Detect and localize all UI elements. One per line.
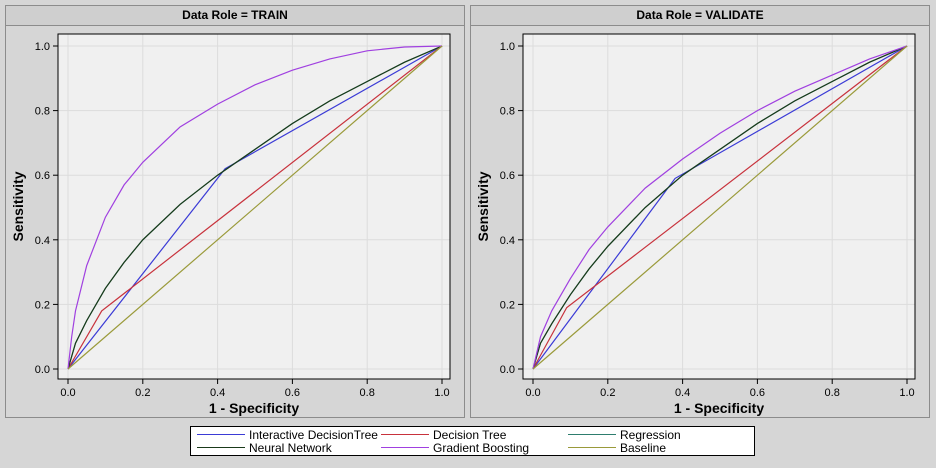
legend-swatch <box>197 434 245 436</box>
series-line-gradient-boosting <box>67 45 443 370</box>
train-panel-title: Data Role = TRAIN <box>6 6 464 26</box>
series-line-baseline <box>532 45 908 370</box>
series-line-neural-network <box>67 45 443 370</box>
validate-panel-title: Data Role = VALIDATE <box>471 6 929 26</box>
legend-label: Neural Network <box>249 441 332 455</box>
x-tick-label: 0.4 <box>675 387 690 399</box>
y-axis-label: Sensitivity <box>10 171 26 241</box>
series-line-interactive-decisiontree <box>67 45 443 370</box>
series-line-decision-tree <box>67 45 443 370</box>
chart-legend: Interactive DecisionTree Decision Tree R… <box>190 426 755 456</box>
x-tick-label: 0.2 <box>600 387 615 399</box>
y-tick-label: 0.6 <box>35 170 50 182</box>
y-tick-label: 0.0 <box>35 364 50 376</box>
y-tick-label: 0.8 <box>35 106 50 118</box>
x-axis-label: 1 - Specificity <box>674 400 764 416</box>
series-line-gradient-boosting <box>532 45 908 370</box>
series-line-neural-network <box>532 45 908 370</box>
legend-item-baseline: Baseline <box>568 442 666 455</box>
x-tick-label: 0.8 <box>360 387 375 399</box>
legend-label: Baseline <box>620 441 667 455</box>
validate-panel: Data Role = VALIDATE 0.0 0.2 0.4 0.6 0.8 1.0 0… <box>470 5 930 418</box>
legend-item-decision-tree: Decision Tree <box>381 429 506 442</box>
y-tick-label: 0.8 <box>500 106 515 118</box>
legend-item-gradient-boosting: Gradient Boosting <box>381 442 529 455</box>
x-tick-label: 1.0 <box>434 387 449 399</box>
y-tick-label: 0.4 <box>35 235 50 247</box>
x-tick-label: 0.0 <box>60 387 75 399</box>
legend-swatch <box>568 447 616 449</box>
y-tick-label: 0.0 <box>500 364 515 376</box>
legend-swatch <box>381 447 429 449</box>
series-line-interactive-decisiontree <box>532 45 908 370</box>
x-tick-label: 0.8 <box>825 387 840 399</box>
y-tick-label: 0.2 <box>500 299 515 311</box>
x-tick-label: 0.0 <box>525 387 540 399</box>
x-tick-label: 0.6 <box>750 387 765 399</box>
legend-label: Decision Tree <box>433 428 507 442</box>
train-roc-chart: 0.0 0.2 0.4 0.6 0.8 1.0 0.0 0.2 0.4 0.6 0.8 1.0 1 - … <box>10 33 451 416</box>
y-tick-label: 1.0 <box>35 41 50 53</box>
x-tick-label: 0.2 <box>135 387 150 399</box>
legend-item-interactive-decisiontree: Interactive DecisionTree <box>197 429 378 442</box>
legend-label: Gradient Boosting <box>433 441 530 455</box>
x-axis-label: 1 - Specificity <box>209 400 299 416</box>
validate-roc-chart: 0.0 0.2 0.4 0.6 0.8 1.0 0.0 0.2 0.4 0.6 0.8 1.0 1 - … <box>475 33 916 416</box>
train-panel: Data Role = TRAIN 0.0 0.2 0.4 0.6 0.8 1.0 0.0 0… <box>5 5 465 418</box>
x-tick-label: 0.6 <box>285 387 300 399</box>
legend-label: Interactive DecisionTree <box>249 428 378 442</box>
series-line-baseline <box>67 45 443 370</box>
x-tick-label: 0.4 <box>210 387 225 399</box>
legend-label: Regression <box>620 428 681 442</box>
series-line-decision-tree <box>532 45 908 370</box>
y-tick-label: 0.4 <box>500 235 515 247</box>
legend-swatch <box>197 447 245 449</box>
legend-item-regression: Regression <box>568 429 681 442</box>
y-tick-label: 0.2 <box>35 299 50 311</box>
plot-border <box>522 33 916 380</box>
x-tick-label: 1.0 <box>899 387 914 399</box>
y-axis-label: Sensitivity <box>475 171 491 241</box>
legend-swatch <box>568 434 616 436</box>
y-tick-label: 0.6 <box>500 170 515 182</box>
legend-swatch <box>381 434 429 436</box>
plot-border <box>57 33 451 380</box>
y-tick-label: 1.0 <box>500 41 515 53</box>
legend-item-neural-network: Neural Network <box>197 442 332 455</box>
